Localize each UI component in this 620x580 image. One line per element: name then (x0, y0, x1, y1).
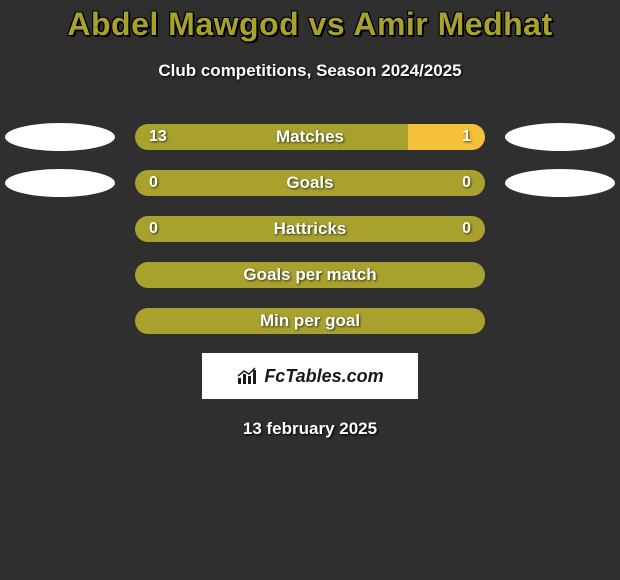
stat-bar: Matches131 (135, 124, 485, 150)
player-left-marker (5, 169, 115, 197)
stat-row: Min per goal (0, 307, 620, 335)
stat-bar-left (135, 216, 310, 242)
stat-bar-right (310, 216, 485, 242)
player-right-marker (505, 123, 615, 151)
stat-bar-right (310, 308, 485, 334)
stat-bar-left (135, 124, 408, 150)
stat-bar-left (135, 308, 310, 334)
stat-bar: Goals per match (135, 262, 485, 288)
stat-row: Hattricks00 (0, 215, 620, 243)
stat-rows: Matches131 Goals00 Hattricks00 Goals per ma… (0, 123, 620, 335)
stat-row: Goals per match (0, 261, 620, 289)
date-label: 13 february 2025 (0, 419, 620, 439)
stat-row: Goals00 (0, 169, 620, 197)
stat-bar: Hattricks00 (135, 216, 485, 242)
logo-text: FcTables.com (264, 366, 383, 387)
stat-bar-left (135, 262, 310, 288)
comparison-infographic: Abdel Mawgod vs Amir Medhat Club competi… (0, 0, 620, 439)
stat-bar: Min per goal (135, 308, 485, 334)
player-right-marker (505, 169, 615, 197)
player-left-marker (5, 123, 115, 151)
stat-row: Matches131 (0, 123, 620, 151)
page-title: Abdel Mawgod vs Amir Medhat (0, 6, 620, 43)
stat-bar-right (408, 124, 485, 150)
stat-bar-right (310, 170, 485, 196)
page-subtitle: Club competitions, Season 2024/2025 (0, 61, 620, 81)
stat-bar-left (135, 170, 310, 196)
chart-icon (236, 366, 260, 386)
stat-bar-right (310, 262, 485, 288)
stat-bar: Goals00 (135, 170, 485, 196)
logo-box: FcTables.com (202, 353, 418, 399)
